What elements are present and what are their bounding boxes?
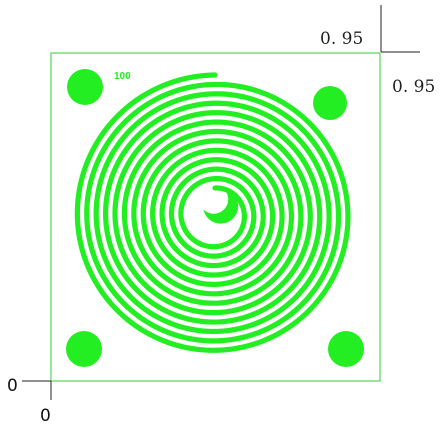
corner-pad-bottom-left <box>66 331 102 367</box>
corner-pad-bottom-right <box>328 331 364 367</box>
right-dimension-label: 0. 95 <box>392 77 435 97</box>
spiral-coil-trace <box>74 72 351 353</box>
corner-pad-top-right <box>313 86 347 120</box>
corner-pad-top-left <box>67 69 103 105</box>
top-dimension-label: 0. 95 <box>320 29 363 49</box>
origin-y-label: 0 <box>7 376 18 396</box>
center-crescent-pad <box>203 189 239 224</box>
panel-outline <box>50 52 381 382</box>
panel-tag-label: 100 <box>114 71 131 82</box>
origin-x-label: 0 <box>40 406 51 426</box>
